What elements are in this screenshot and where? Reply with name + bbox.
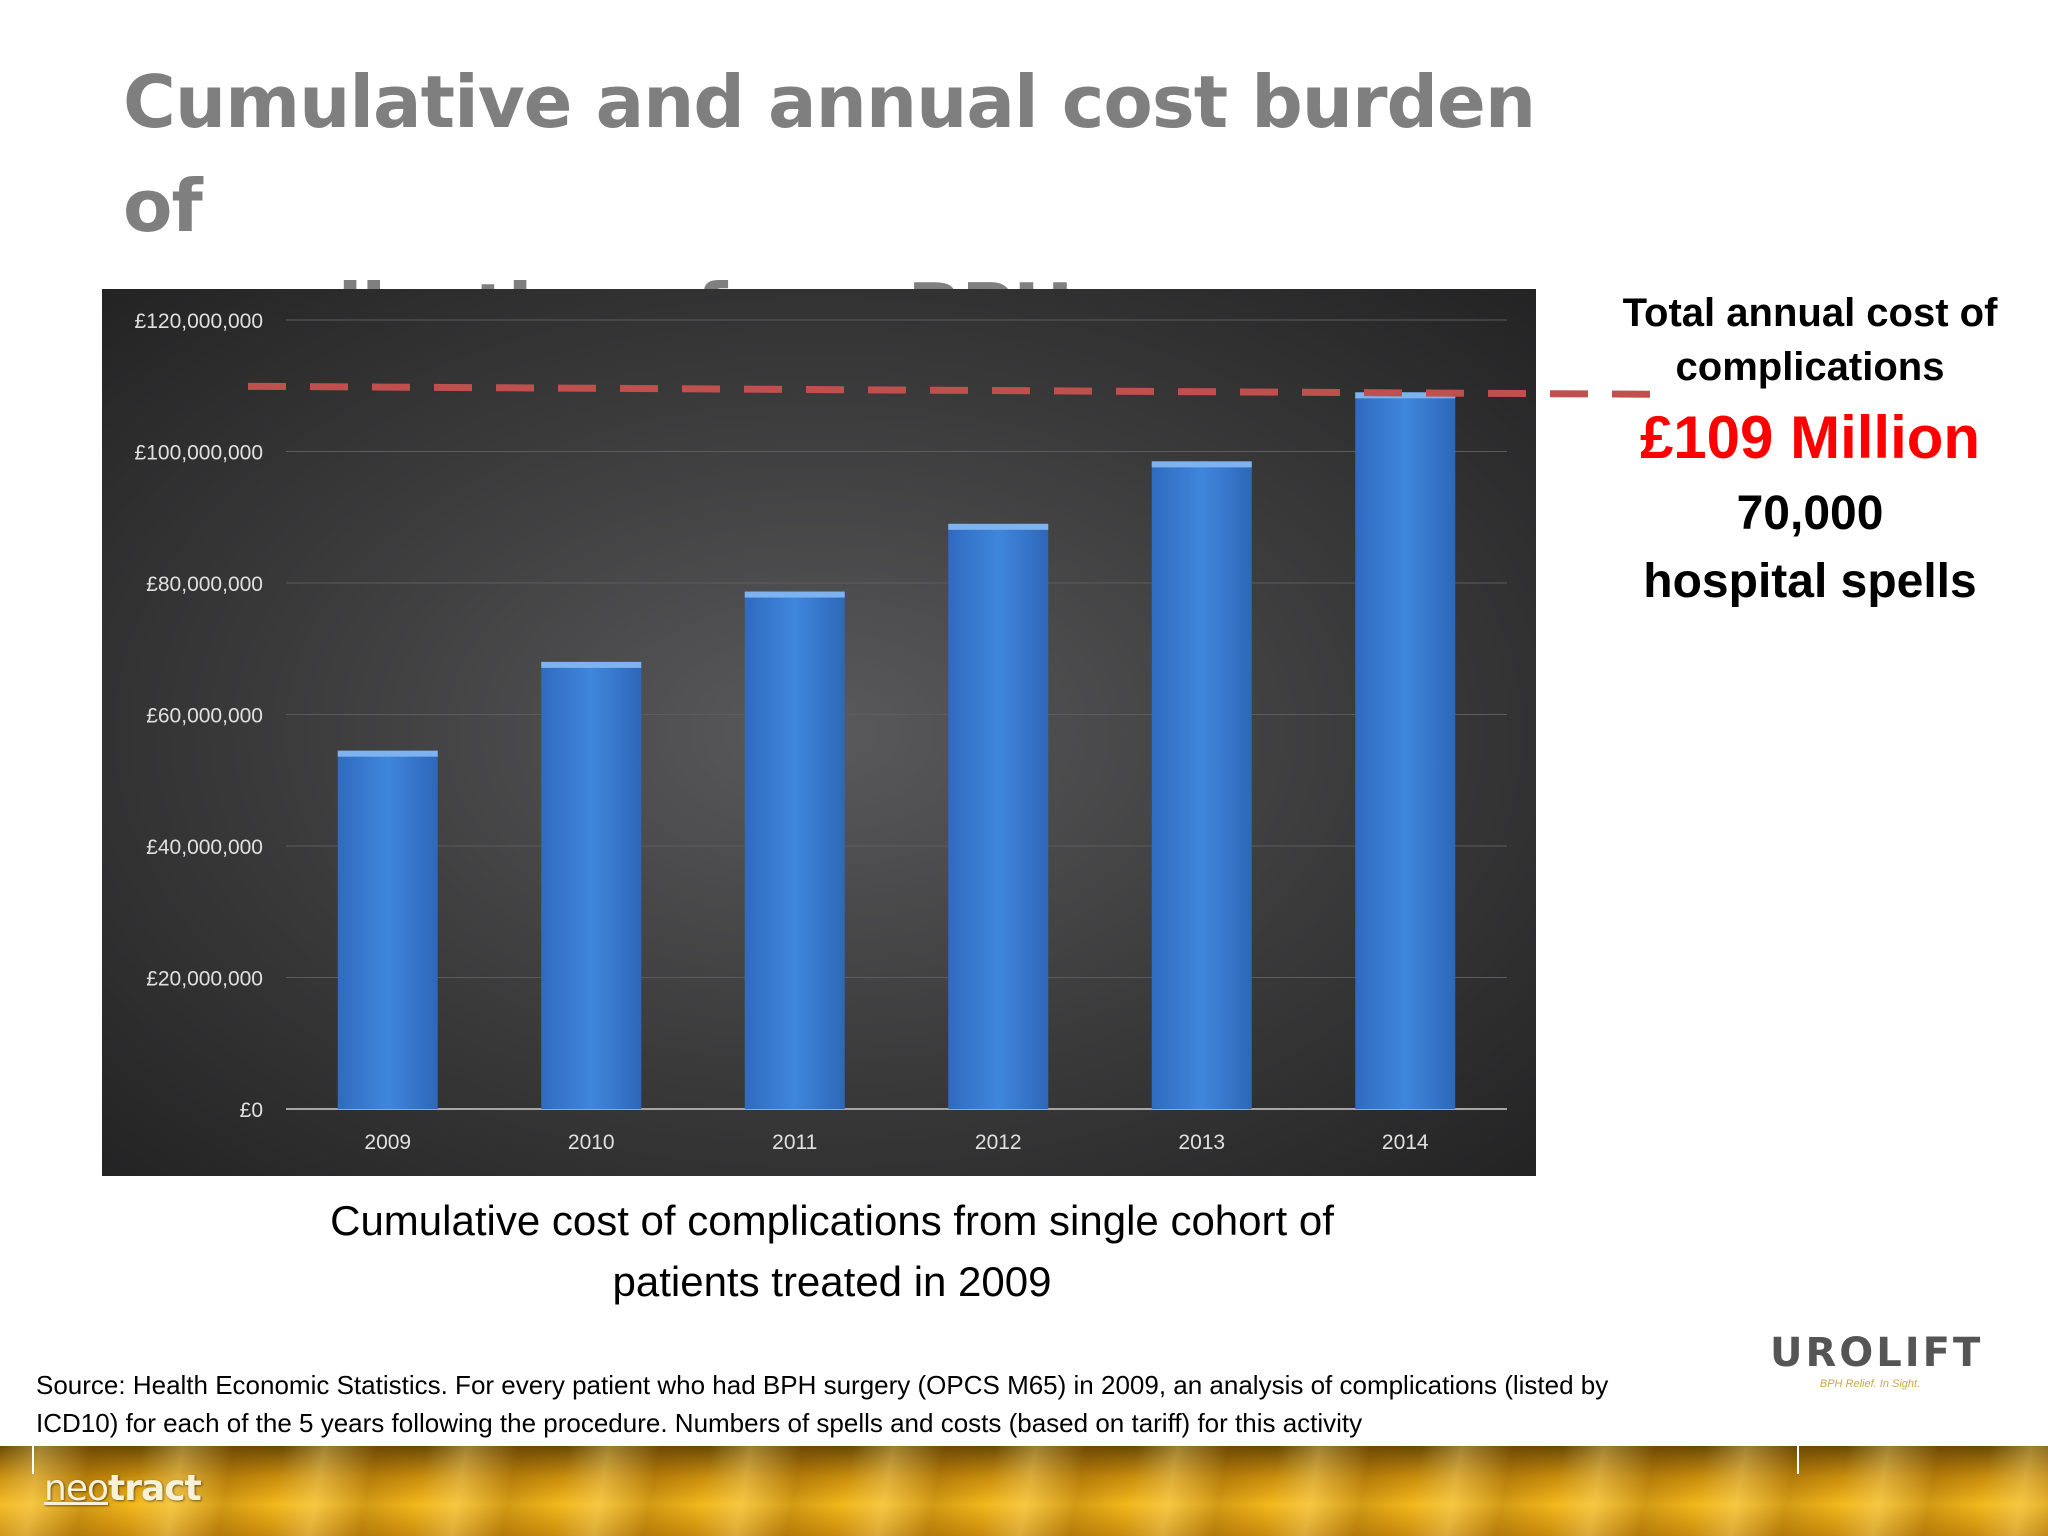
urolift-wordmark: UROLIFT [1770, 1330, 1984, 1376]
callout-heading-line1: Total annual cost of [1622, 291, 1998, 335]
bar-cap-2013 [1151, 461, 1252, 468]
x-tick-label: 2010 [568, 1131, 615, 1154]
x-tick-label: 2013 [1178, 1131, 1225, 1154]
neotract-logo-suffix: tract [108, 1468, 202, 1509]
y-tick-label: £100,000,000 [135, 442, 263, 465]
chart-caption-line2: patients treated in 2009 [612, 1258, 1052, 1305]
source-note-line2: ICD10) for each of the 5 years following… [36, 1408, 1363, 1438]
chart-caption: Cumulative cost of complications from si… [232, 1190, 1432, 1312]
y-tick-label: £60,000,000 [146, 705, 263, 728]
cost-callout: Total annual cost of complications £109 … [1590, 286, 2030, 616]
y-tick-label: £40,000,000 [146, 836, 263, 859]
callout-amount: £109 Million [1639, 404, 1981, 471]
bar-cap-2011 [744, 591, 845, 598]
bar-cap-2012 [948, 523, 1049, 530]
bar-2011 [744, 591, 845, 1109]
bar-2014 [1355, 392, 1456, 1109]
footer-divider-right [1797, 1446, 1799, 1474]
y-tick-label: £0 [240, 1099, 263, 1122]
neotract-logo: neotract [44, 1468, 202, 1509]
slide-title-line1: Cumulative and annual cost burden of [123, 60, 1536, 248]
bar-cap-2009 [337, 750, 438, 757]
callout-spells-count: 70,000 [1736, 487, 1884, 540]
bar-chart: £0 £20,000,000 £40,000,000 £60,000,000 £80,0… [135, 310, 1507, 1154]
x-tick-label: 2009 [364, 1131, 411, 1154]
grid-lines [286, 319, 1507, 1110]
x-tick-label: 2011 [772, 1131, 817, 1154]
bars [337, 392, 1456, 1109]
y-tick-label: £20,000,000 [146, 968, 263, 991]
x-tick-label: 2012 [975, 1131, 1022, 1154]
urolift-tagline: BPH Relief. In Sight. [1819, 1378, 1921, 1390]
source-note: Source: Health Economic Statistics. For … [36, 1366, 1776, 1442]
callout-heading-line2: complications [1675, 345, 1945, 389]
y-axis-tick-labels: £0 £20,000,000 £40,000,000 £60,000,000 £80,0… [135, 310, 263, 1122]
urolift-logo: UROLIFT BPH Relief. In Sight. [1770, 1330, 1984, 1400]
bar-2012 [948, 523, 1049, 1109]
x-axis-tick-labels: 2009 2010 2011 2012 2013 2014 [364, 1131, 1429, 1154]
bar-2013 [1151, 461, 1252, 1109]
bar-2009 [337, 750, 438, 1109]
footer-divider-left [32, 1446, 34, 1474]
neotract-logo-prefix: neo [44, 1468, 109, 1509]
bar-cap-2014 [1355, 392, 1456, 399]
chart-caption-line1: Cumulative cost of complications from si… [330, 1197, 1334, 1244]
bar-cap-2010 [541, 661, 642, 668]
footer-band [0, 1446, 2048, 1536]
source-note-line1: Source: Health Economic Statistics. For … [36, 1370, 1609, 1400]
y-tick-label: £120,000,000 [135, 310, 263, 333]
y-tick-label: £80,000,000 [146, 573, 263, 596]
callout-spells-label: hospital spells [1643, 555, 1977, 608]
bar-2010 [541, 661, 642, 1109]
x-tick-label: 2014 [1382, 1131, 1429, 1154]
